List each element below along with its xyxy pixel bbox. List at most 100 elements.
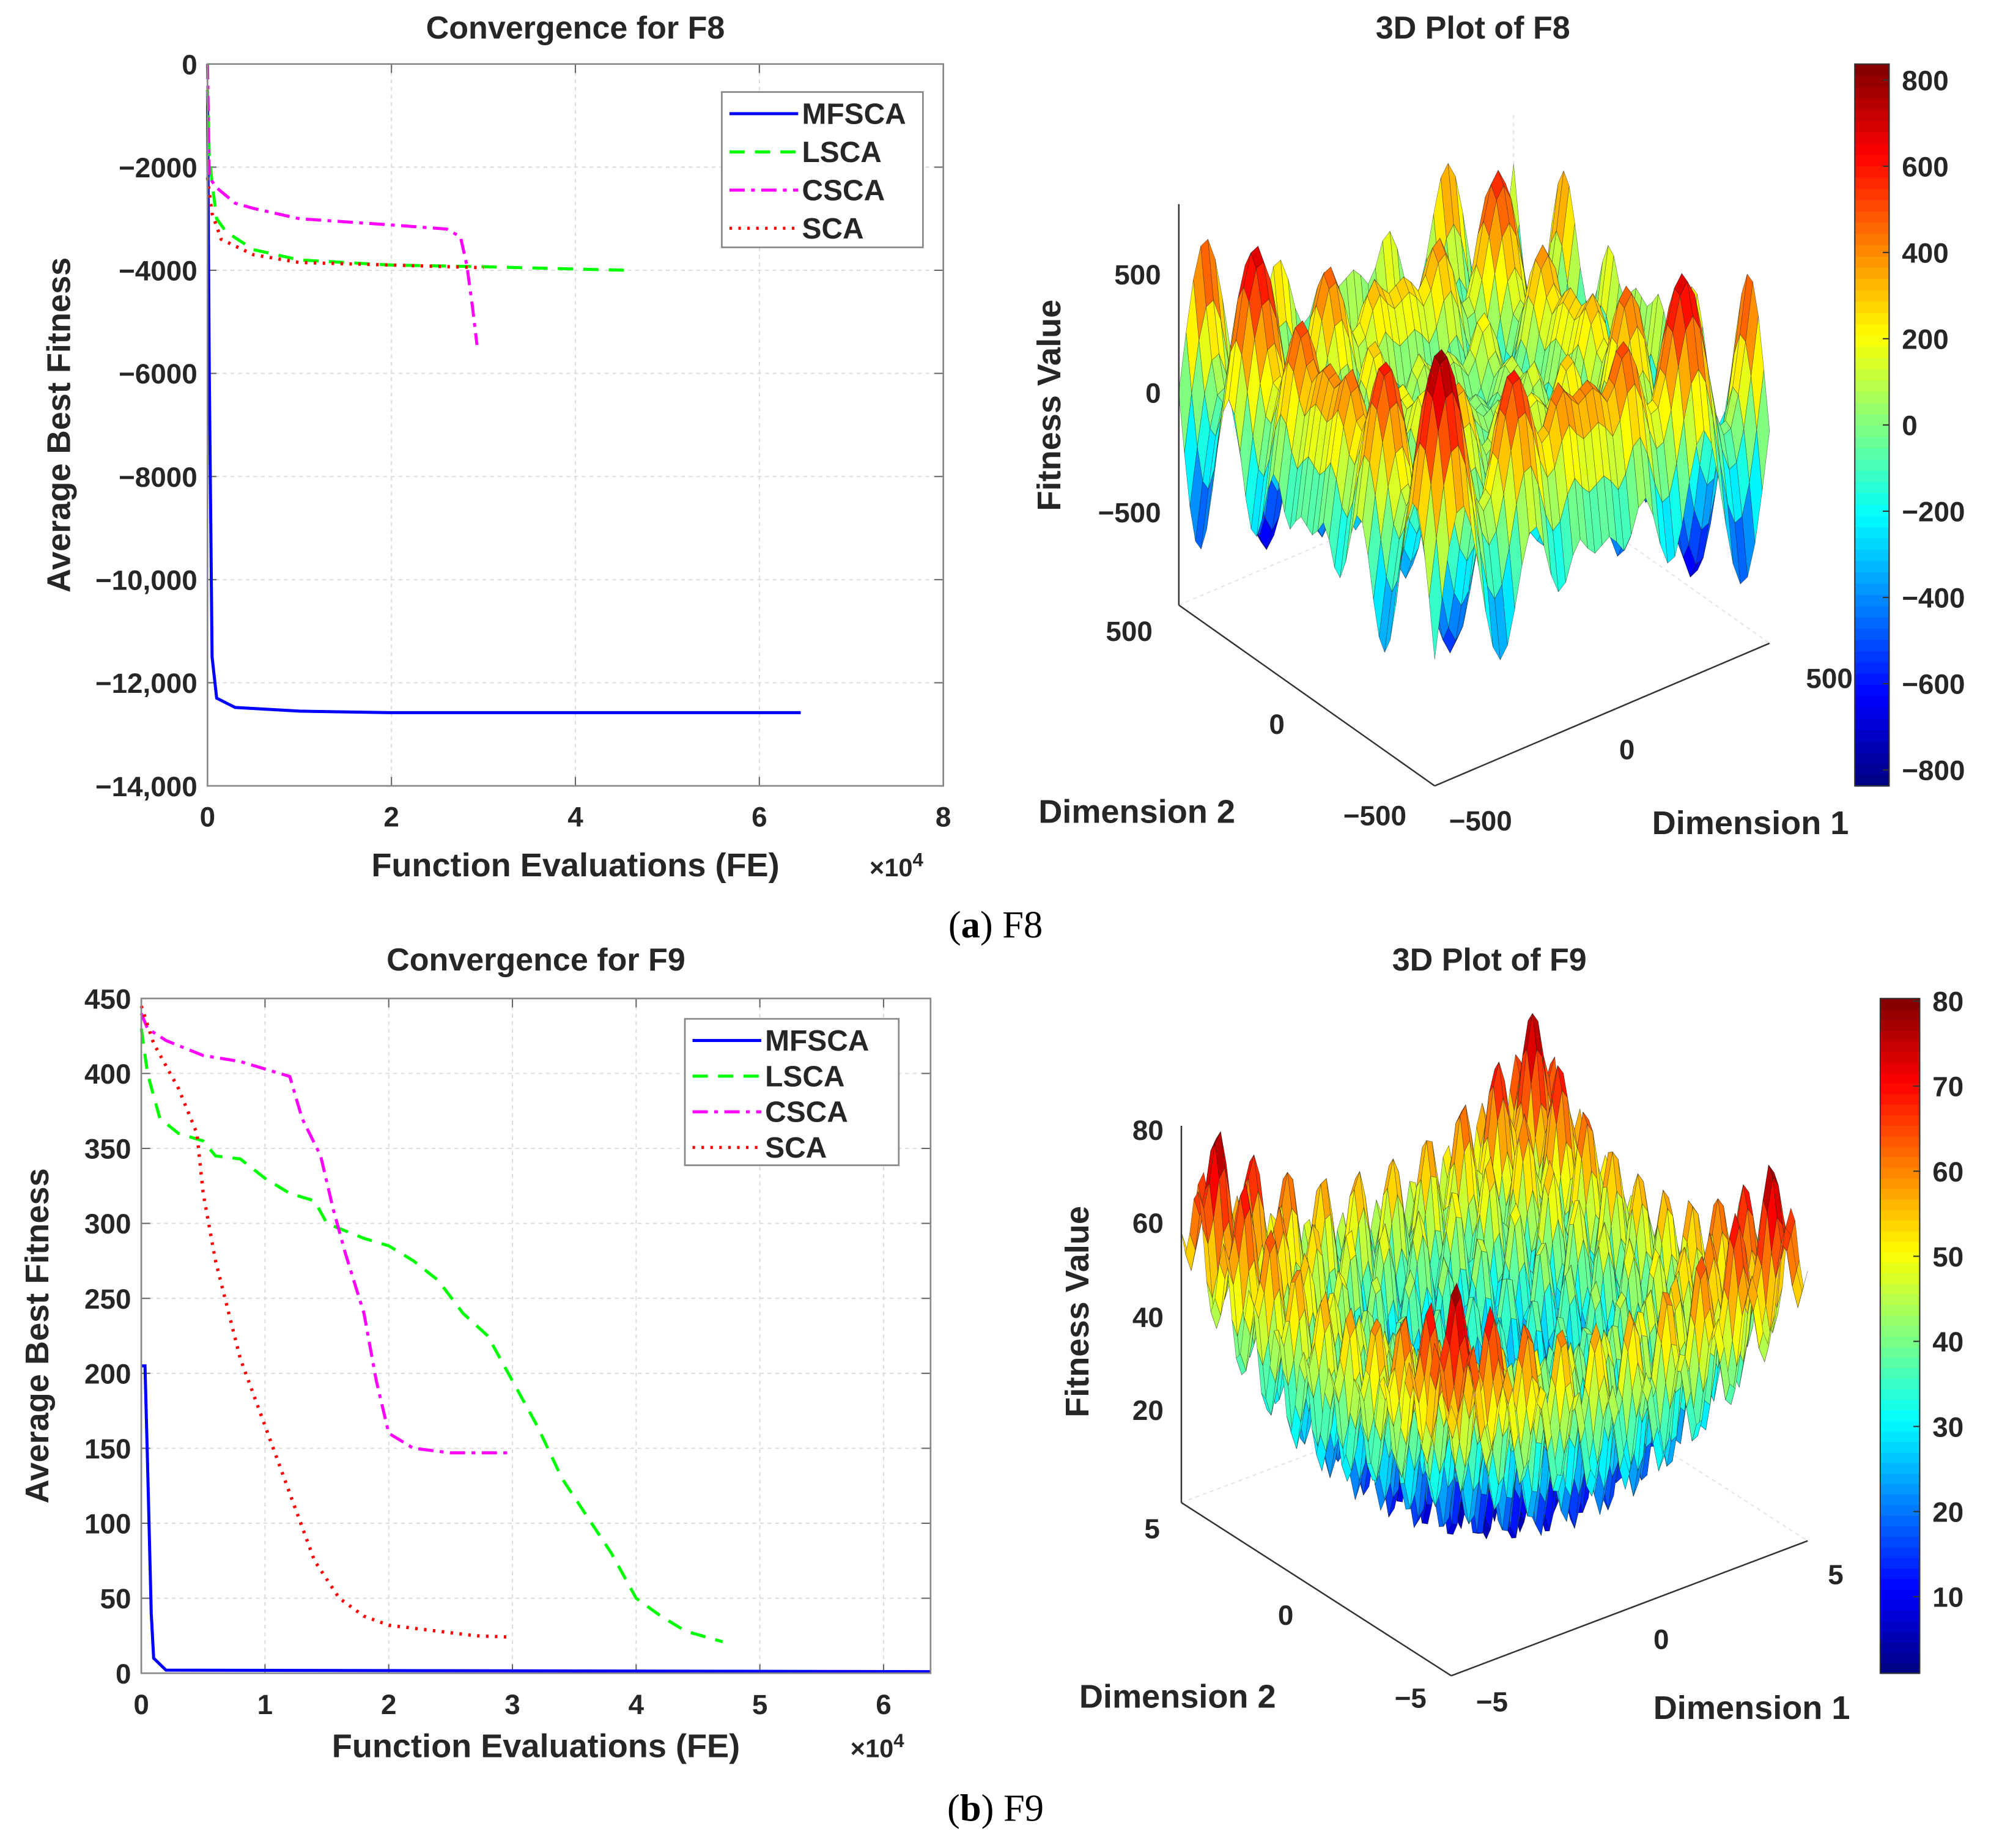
colorbar-segment [1855, 515, 1889, 528]
colorbar-segment [1855, 312, 1889, 325]
z-axis-label: Fitness Value [1031, 300, 1068, 511]
dim1-tick-label: −500 [1449, 805, 1512, 837]
y-tick-label: 300 [84, 1208, 131, 1240]
x-axis-label: Function Evaluations (FE) [332, 1728, 740, 1765]
colorbar-segment [1855, 549, 1889, 561]
colorbar-segment [1855, 718, 1889, 731]
legend-label: MFSCA [802, 98, 906, 131]
colorbar-segment [1855, 131, 1889, 144]
series-line-csca [205, 64, 479, 346]
surface-mesh [1181, 1013, 1808, 1540]
z-tick-label: −500 [1098, 497, 1161, 528]
colorbar-segment [1855, 98, 1889, 110]
x-tick-label: 0 [133, 1689, 149, 1720]
colorbar-segment [1855, 86, 1889, 99]
colorbar-segment [1855, 424, 1889, 437]
dim2-tick-label: −500 [1343, 800, 1406, 832]
x-multiplier: ×104 [851, 1730, 905, 1763]
colorbar-segment [1855, 459, 1889, 471]
y-tick-label: 0 [182, 49, 197, 80]
y-tick-label: 150 [84, 1433, 131, 1465]
colorbar-segment [1855, 346, 1889, 358]
colorbar-segment [1855, 752, 1889, 764]
y-tick-label: 0 [116, 1658, 131, 1690]
y-tick-label: 350 [84, 1134, 131, 1165]
colorbar-segment [1855, 560, 1889, 572]
colorbar-segment [1855, 650, 1889, 663]
x-tick-label: 2 [383, 802, 399, 833]
y-tick-label: 200 [84, 1358, 131, 1389]
colorbar-segment [1855, 684, 1889, 697]
colorbar-segment [1855, 729, 1889, 742]
y-tick-label: −4000 [119, 256, 198, 287]
legend-label: CSCA [802, 174, 885, 207]
colorbar-tick-label: −600 [1902, 669, 1965, 700]
x-tick-label: 4 [567, 802, 583, 833]
legend-label: LSCA [765, 1060, 844, 1093]
colorbar-segment [1855, 368, 1889, 381]
chart-title: 3D Plot of F8 [1376, 10, 1570, 46]
y-axis-label: Average Best Fitness [41, 257, 78, 593]
colorbar-segment [1855, 639, 1889, 652]
series-line-sca [205, 177, 484, 270]
y-axis-label: Average Best Fitness [19, 1168, 56, 1503]
colorbar-segment [1855, 594, 1889, 607]
legend-label: LSCA [802, 136, 882, 169]
dim1-tick-label: 0 [1619, 734, 1635, 765]
legend-label: SCA [765, 1132, 827, 1164]
colorbar-segment [1855, 538, 1889, 550]
dim2-tick-label: 0 [1269, 709, 1284, 740]
dim2-tick-label: 500 [1106, 616, 1152, 647]
x-tick-label: 6 [752, 802, 767, 833]
colorbar-segment [1855, 741, 1889, 753]
convergence-f9-chart: 0 1 2 3 4 5 6450400350300250200150100500MFSCAL… [19, 942, 932, 1765]
dim2-axis-label: Dimension 2 [1038, 793, 1235, 830]
colorbar-segment [1855, 605, 1889, 618]
colorbar-segment [1855, 470, 1889, 482]
chart-title: Convergence for F8 [426, 10, 725, 46]
colorbar-segment [1855, 120, 1889, 133]
colorbar-segment [1855, 526, 1889, 539]
colorbar-segment [1855, 109, 1889, 122]
colorbar-segment [1855, 64, 1889, 76]
colorbar-segment [1855, 436, 1889, 449]
colorbar-segment [1855, 413, 1889, 426]
y-tick-label: 250 [84, 1284, 131, 1315]
surface-mesh [1178, 162, 1770, 661]
colorbar-segment [1855, 583, 1889, 595]
legend-label: MFSCA [765, 1025, 869, 1057]
colorbar-segment [1855, 707, 1889, 719]
x-tick-label: 4 [629, 1689, 645, 1720]
series-line-mfsca [205, 89, 801, 714]
y-tick-label: −8000 [119, 462, 198, 493]
y-tick-label: 100 [84, 1509, 131, 1540]
x-multiplier-exponent: 4 [893, 1730, 904, 1751]
legend-box [721, 91, 924, 248]
colorbar-segment [1855, 504, 1889, 516]
y-tick-label: 450 [84, 983, 131, 1015]
x-tick-label: 3 [504, 1689, 520, 1720]
y-tick-label: 400 [84, 1059, 131, 1090]
colorbar-segment [1855, 289, 1889, 302]
legend-label: SCA [802, 213, 864, 245]
x-tick-label: 2 [381, 1689, 396, 1720]
z-tick-label: 0 [1145, 377, 1161, 408]
colorbar-segment [1855, 154, 1889, 166]
x-tick-label: 0 [200, 802, 215, 833]
colorbar-segment [1855, 492, 1889, 505]
colorbar-segment [1855, 380, 1889, 392]
dim2-axis [1178, 604, 1435, 787]
colorbar-segment [1855, 142, 1889, 155]
colorbar-segment [1855, 165, 1889, 178]
colorbar-segment [1855, 301, 1889, 313]
colorbar-segment [1855, 774, 1889, 787]
chart-title: Convergence for F9 [386, 942, 685, 978]
x-axis-label: Function Evaluations (FE) [371, 847, 779, 884]
y-tick-label: −2000 [119, 152, 198, 183]
colorbar-segment [1855, 323, 1889, 336]
colorbar-segment [1855, 278, 1889, 290]
x-tick-label: 5 [752, 1689, 767, 1720]
colorbar-segment [1855, 662, 1889, 674]
